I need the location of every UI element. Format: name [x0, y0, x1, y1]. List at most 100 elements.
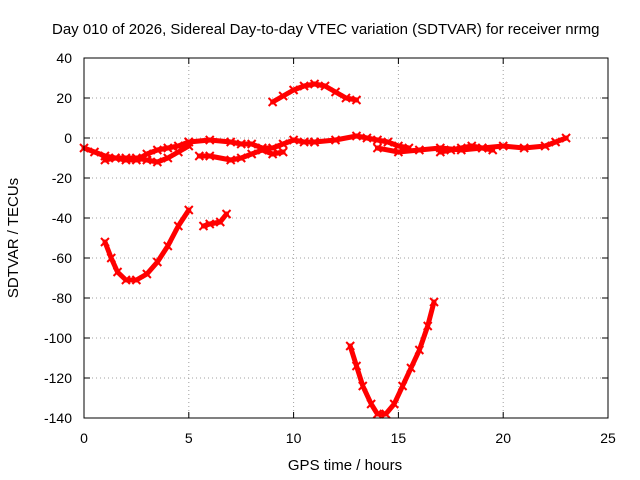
- data-point: [381, 409, 391, 419]
- data-point: [257, 145, 267, 155]
- data-point: [299, 81, 309, 91]
- data-point: [100, 155, 110, 165]
- data-point: [488, 145, 498, 155]
- data-point: [205, 135, 215, 145]
- y-axis-label: SDTVAR / TECUs: [5, 178, 22, 298]
- data-point: [406, 363, 416, 373]
- x-tick-label: 25: [600, 430, 616, 446]
- data-point: [278, 147, 288, 157]
- data-point: [121, 155, 131, 165]
- data-point: [221, 209, 232, 219]
- data-point: [106, 253, 116, 263]
- data-point: [435, 147, 446, 157]
- data-point: [309, 79, 320, 89]
- data-point: [142, 149, 152, 159]
- data-point: [372, 143, 383, 153]
- y-tick-label: 40: [56, 50, 72, 66]
- data-point: [320, 81, 330, 91]
- data-point: [372, 409, 383, 419]
- y-tick-label: -80: [52, 290, 72, 306]
- data-point: [477, 143, 487, 153]
- data-point: [341, 93, 351, 103]
- data-point: [173, 221, 184, 231]
- data-point: [278, 139, 288, 149]
- data-point: [446, 145, 456, 155]
- data-point: [173, 141, 184, 151]
- data-point: [112, 267, 123, 277]
- data-point: [205, 151, 215, 161]
- data-point: [414, 345, 425, 355]
- data-point: [372, 135, 383, 145]
- data-point: [163, 153, 173, 163]
- y-tick-label: -60: [52, 250, 72, 266]
- data-point: [288, 135, 299, 145]
- data-point: [246, 139, 257, 149]
- data-point: [389, 399, 399, 409]
- x-tick-label: 5: [185, 430, 193, 446]
- series-line-arc-11: [347, 299, 437, 417]
- x-tick-label: 20: [495, 430, 511, 446]
- data-point: [131, 275, 142, 285]
- series-line-arc-9: [102, 207, 192, 283]
- data-point: [236, 139, 246, 149]
- data-point: [540, 141, 550, 151]
- data-point: [194, 151, 204, 161]
- grid-lines: [84, 58, 608, 418]
- data-point: [110, 153, 121, 163]
- data-point: [456, 143, 466, 153]
- data-point: [330, 87, 341, 97]
- data-series: [79, 79, 571, 419]
- data-point: [152, 157, 163, 167]
- data-point: [288, 85, 299, 95]
- plot-frame: [83, 57, 609, 419]
- data-point: [351, 95, 362, 105]
- data-point: [100, 237, 110, 247]
- data-point: [358, 381, 368, 391]
- y-tick-label: 20: [56, 90, 72, 106]
- data-point: [351, 361, 362, 371]
- data-point: [519, 143, 529, 153]
- data-point: [330, 135, 341, 145]
- x-tick-label: 10: [286, 430, 302, 446]
- data-point: [467, 141, 477, 151]
- data-point: [184, 205, 194, 215]
- data-point: [152, 257, 163, 267]
- data-point: [198, 221, 209, 231]
- data-point: [236, 153, 246, 163]
- data-point: [393, 147, 404, 157]
- data-point: [351, 131, 362, 141]
- data-point: [152, 145, 163, 155]
- data-point: [498, 141, 508, 151]
- data-point: [383, 137, 393, 147]
- data-point: [561, 133, 571, 143]
- y-tick-label: -40: [52, 210, 72, 226]
- data-point: [226, 137, 236, 147]
- y-tick-label: -140: [44, 410, 72, 426]
- data-point: [267, 149, 278, 159]
- data-point: [267, 97, 278, 107]
- x-tick-label: 0: [80, 430, 88, 446]
- data-point: [429, 297, 439, 307]
- data-point: [246, 149, 257, 159]
- data-point: [142, 269, 152, 279]
- data-point: [345, 341, 355, 351]
- y-tick-label: -100: [44, 330, 72, 346]
- data-point: [414, 145, 425, 155]
- data-point: [550, 137, 561, 147]
- data-point: [397, 381, 408, 391]
- data-point: [362, 133, 372, 143]
- data-point: [121, 275, 131, 285]
- axis-ticks: 0 5 10 15 20 25 -140 -120 -100 -80 -60 -40 -20 0 20 40: [44, 50, 616, 446]
- data-point: [131, 155, 142, 165]
- data-point: [226, 155, 236, 165]
- data-point: [215, 217, 225, 227]
- data-point: [299, 137, 309, 147]
- y-tick-label: 0: [64, 130, 72, 146]
- data-point: [423, 321, 433, 331]
- x-tick-label: 15: [391, 430, 407, 446]
- data-point: [309, 137, 320, 147]
- y-tick-label: -20: [52, 170, 72, 186]
- data-point: [366, 399, 376, 409]
- x-axis-label: GPS time / hours: [288, 457, 402, 474]
